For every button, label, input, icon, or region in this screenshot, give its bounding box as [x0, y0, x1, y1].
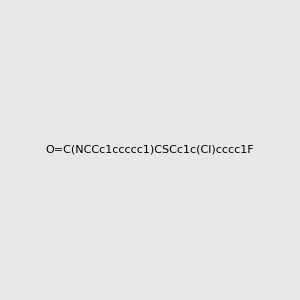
Text: O=C(NCCc1ccccc1)CSCc1c(Cl)cccc1F: O=C(NCCc1ccccc1)CSCc1c(Cl)cccc1F [46, 145, 254, 155]
